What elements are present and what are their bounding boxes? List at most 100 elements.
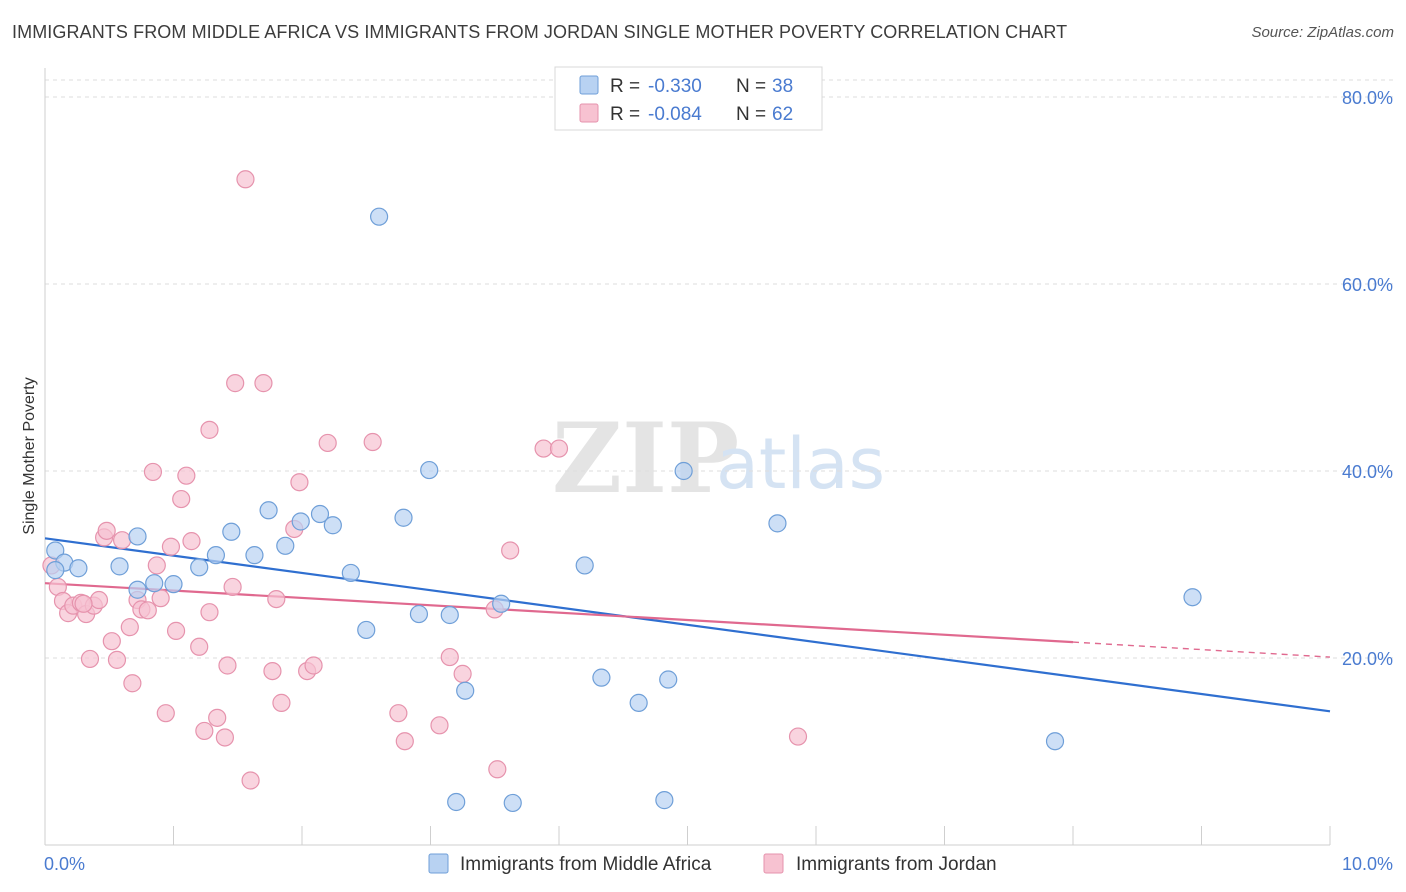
pink-data-point [151, 589, 170, 608]
blue-data-point [128, 580, 147, 599]
y-tick-label: 80.0% [1342, 88, 1393, 108]
pink-data-point [272, 693, 291, 712]
legend-swatch-pink [579, 103, 599, 123]
blue-data-point [629, 693, 648, 712]
pink-data-point [200, 420, 219, 439]
legend-n-label-blue: N = [736, 76, 766, 97]
data-points [42, 170, 1202, 813]
pink-data-point [166, 621, 186, 640]
blue-data-point [1183, 588, 1202, 607]
y-tick-label: 20.0% [1342, 649, 1393, 669]
x-tick-label-min: 0.0% [44, 854, 85, 874]
pink-data-point [102, 632, 121, 651]
blue-data-point [341, 563, 360, 583]
pink-data-point [161, 537, 181, 556]
pink-data-point [430, 716, 449, 735]
legend-frame [554, 66, 823, 131]
pink-data-point [226, 374, 245, 393]
pink-data-point [195, 721, 214, 741]
pink-data-point [143, 462, 163, 482]
pink-data-point [215, 728, 234, 747]
pink-data-point [120, 618, 139, 637]
blue-data-point [291, 512, 310, 531]
pink-data-point [549, 439, 569, 458]
pink-data-point [304, 656, 323, 675]
legend-r-label-blue: R = [610, 76, 640, 97]
bottom-legend-label-pink: Immigrants from Jordan [796, 854, 997, 875]
trend-lines [44, 537, 1331, 713]
blue-data-point [46, 541, 65, 560]
chart-title: IMMIGRANTS FROM MIDDLE AFRICA VS IMMIGRA… [12, 22, 1068, 42]
pink-data-point [267, 589, 286, 609]
pink-data-point [453, 664, 472, 683]
pink-data-point [80, 649, 100, 669]
pink-data-point [190, 637, 209, 656]
blue-data-point [69, 559, 88, 578]
legend-n-label-pink: N = [736, 104, 766, 125]
pink-data-point [363, 432, 382, 452]
blue-data-point [145, 574, 164, 593]
bottom-legend-label-blue: Immigrants from Middle Africa [460, 854, 712, 875]
bottom-legend-swatch-pink [763, 853, 784, 874]
pink-data-point [112, 531, 132, 550]
pink-data-point [788, 727, 808, 746]
pink-data-point [290, 473, 309, 492]
watermark-zip: ZIP [552, 402, 739, 515]
blue-data-point [310, 504, 330, 524]
pink-data-point [236, 170, 255, 189]
blue-trend-line [44, 537, 1331, 713]
pink-data-point [107, 650, 127, 669]
pink-data-point [501, 541, 520, 560]
blue-data-point [420, 460, 439, 480]
blue-data-point [370, 207, 389, 226]
pink-data-point [263, 661, 282, 681]
pink-trend-line [44, 582, 1074, 644]
pink-data-point [123, 674, 142, 693]
blue-data-point [503, 793, 522, 813]
blue-data-point [164, 575, 183, 594]
bottom-legend-swatch-blue [428, 853, 449, 874]
blue-data-point [1045, 732, 1065, 751]
legend-r-value-blue: -0.330 [648, 76, 702, 97]
pink-data-point [389, 704, 408, 723]
legend-r-value-pink: -0.084 [648, 104, 702, 125]
legend-n-value-pink: 62 [772, 104, 793, 125]
pink-data-point [223, 577, 242, 597]
pink-data-point [138, 601, 157, 620]
y-tick-label: 40.0% [1342, 462, 1393, 482]
pink-data-point [200, 603, 219, 622]
pink-data-point [440, 647, 459, 667]
blue-data-point [447, 792, 466, 812]
blue-data-point [592, 668, 611, 687]
axes: 20.0% 40.0% 60.0% 80.0% [44, 68, 1393, 846]
blue-data-point [659, 670, 678, 689]
blue-data-point [492, 594, 511, 613]
pink-data-point [254, 374, 273, 393]
legend-n-value-blue: 38 [772, 76, 793, 97]
pink-data-point [74, 594, 93, 613]
pink-data-point [97, 521, 116, 540]
y-tick-label: 60.0% [1342, 275, 1393, 295]
pink-data-point [318, 433, 337, 453]
pink-data-point [89, 590, 109, 610]
blue-data-point [440, 605, 459, 625]
blue-data-point [357, 620, 376, 640]
pink-data-point [177, 466, 196, 485]
pink-data-point [156, 704, 175, 723]
watermark-atlas: atlas [716, 423, 885, 505]
legend-swatch-blue [579, 75, 599, 95]
grid-lines [45, 79, 1393, 659]
pink-data-point [218, 656, 237, 675]
blue-data-point [674, 461, 693, 481]
source-label: Source: ZipAtlas.com [1251, 24, 1394, 41]
pink-data-point [488, 760, 507, 779]
blue-data-point [46, 561, 65, 580]
blue-data-point [259, 501, 278, 520]
pink-data-point [395, 732, 414, 751]
blue-data-point [222, 522, 241, 541]
legend-box: R = -0.330 N = 38 R = -0.084 N = 62 [554, 66, 823, 131]
blue-data-point [323, 516, 342, 535]
blue-data-point [128, 527, 147, 546]
pink-data-point [534, 439, 553, 458]
